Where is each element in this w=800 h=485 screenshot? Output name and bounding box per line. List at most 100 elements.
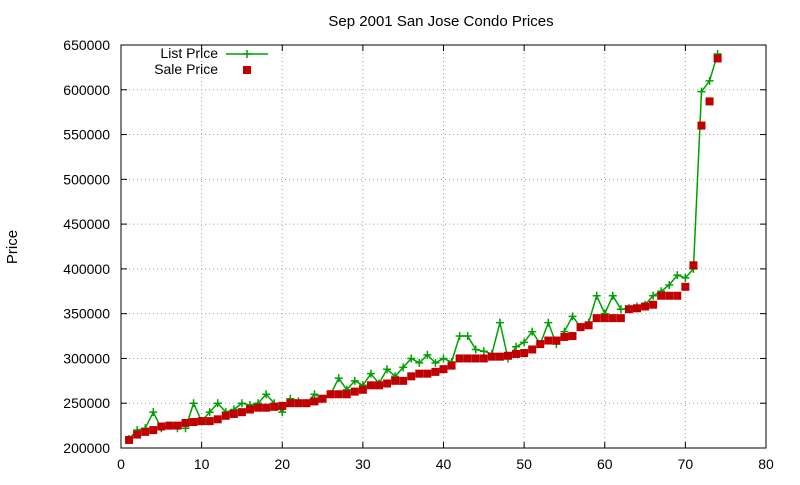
sale-price-point [633, 304, 641, 313]
y-tick-label: 450000 [63, 216, 110, 232]
sale-price-point [600, 314, 609, 323]
list-price-point [366, 369, 375, 378]
list-price-point [262, 390, 271, 399]
sale-price-point [286, 399, 295, 408]
sale-price-point [149, 426, 158, 435]
list-price-point [705, 76, 714, 85]
list-price-point [697, 87, 706, 96]
sale-price-point [221, 411, 230, 420]
sale-price-point [697, 121, 706, 130]
x-tick-label: 20 [274, 456, 290, 472]
list-price-point [431, 358, 440, 367]
sale-price-point [528, 345, 537, 354]
y-tick-label: 350000 [63, 306, 110, 322]
list-price-point [455, 332, 464, 341]
sale-price-point [342, 390, 351, 399]
legend-swatch-sale-price [243, 66, 251, 74]
list-price-point [681, 273, 690, 282]
sale-price-point [568, 332, 577, 341]
sale-price-point [713, 54, 722, 63]
sale-price-point [205, 417, 214, 426]
sale-price-point [455, 354, 464, 363]
list-price-point [512, 342, 521, 351]
sale-price-point [479, 354, 488, 363]
list-price-point [520, 338, 529, 347]
x-tick-label: 0 [117, 456, 125, 472]
x-tick-label: 70 [678, 456, 694, 472]
sale-price-point [560, 332, 569, 341]
sale-price-point [294, 399, 303, 408]
list-price-point [479, 347, 488, 356]
list-price-point [463, 332, 472, 341]
y-tick-label: 250000 [63, 395, 110, 411]
sale-price-point [391, 376, 400, 385]
sale-price-point [350, 387, 359, 396]
list-price-point [189, 399, 198, 408]
sale-price-point [495, 352, 504, 361]
sale-price-point [641, 302, 650, 311]
list-price-point [495, 318, 504, 327]
list-price-point [665, 281, 674, 290]
chart-title: Sep 2001 San Jose Condo Prices [328, 13, 553, 30]
sale-price-point [649, 300, 658, 309]
sale-price-point [334, 390, 343, 399]
x-tick-label: 80 [758, 456, 774, 472]
sale-price-point [246, 405, 254, 414]
sale-price-point [439, 365, 448, 374]
list-price-point [350, 376, 359, 385]
sale-price-point [616, 314, 625, 323]
list-price-point [544, 318, 553, 327]
list-price-point [149, 408, 158, 417]
y-tick-label: 300000 [63, 350, 110, 366]
list-price-point [399, 363, 408, 372]
y-tick-label: 400000 [63, 261, 110, 277]
sale-price-point [262, 403, 271, 412]
sale-price-point [318, 394, 327, 403]
sale-price-point [165, 421, 174, 430]
sale-price-point [358, 385, 367, 394]
list-price-point [310, 390, 319, 399]
list-price-point [471, 345, 480, 354]
sale-price-point [423, 369, 432, 378]
sale-price-point [536, 340, 545, 349]
sale-price-point [254, 403, 263, 412]
sale-price-point [326, 390, 335, 399]
sale-price-point [552, 336, 561, 345]
list-price-point [237, 399, 246, 408]
sale-price-point [383, 379, 392, 388]
sale-price-point [278, 401, 287, 410]
sale-price-point [512, 349, 521, 358]
sale-price-point [487, 352, 496, 361]
list-price-point [439, 354, 448, 363]
list-price-point [334, 374, 343, 383]
legend-marker-list-price [243, 50, 251, 58]
sale-price-point [133, 430, 142, 439]
y-tick-label: 550000 [63, 127, 110, 143]
x-tick-label: 60 [597, 456, 613, 472]
y-tick-label: 650000 [63, 37, 110, 53]
sale-price-point [302, 399, 311, 408]
x-tick-label: 40 [436, 456, 452, 472]
sale-price-point [213, 415, 222, 424]
grid-layer [121, 45, 766, 448]
sale-price-point [689, 261, 698, 270]
sale-price-point [584, 321, 593, 330]
series-layer [125, 49, 722, 444]
list-price-point [528, 327, 537, 336]
sale-price-point [189, 418, 198, 427]
list-price-point [568, 312, 577, 321]
tick-layer: 0 10 20 30 40 50 60 70 80 200000 250000 300000 35000… [63, 37, 774, 472]
sale-price-point [576, 323, 585, 332]
sale-price-point [681, 282, 690, 291]
sale-price-point [504, 351, 512, 360]
sale-price-point [608, 314, 617, 323]
x-tick-label: 50 [516, 456, 532, 472]
list-price-point [616, 305, 625, 314]
sale-price-point [310, 397, 319, 406]
legend-label-list-price: List Price [160, 45, 218, 61]
list-price-point [649, 291, 658, 300]
sale-price-point [157, 422, 166, 431]
